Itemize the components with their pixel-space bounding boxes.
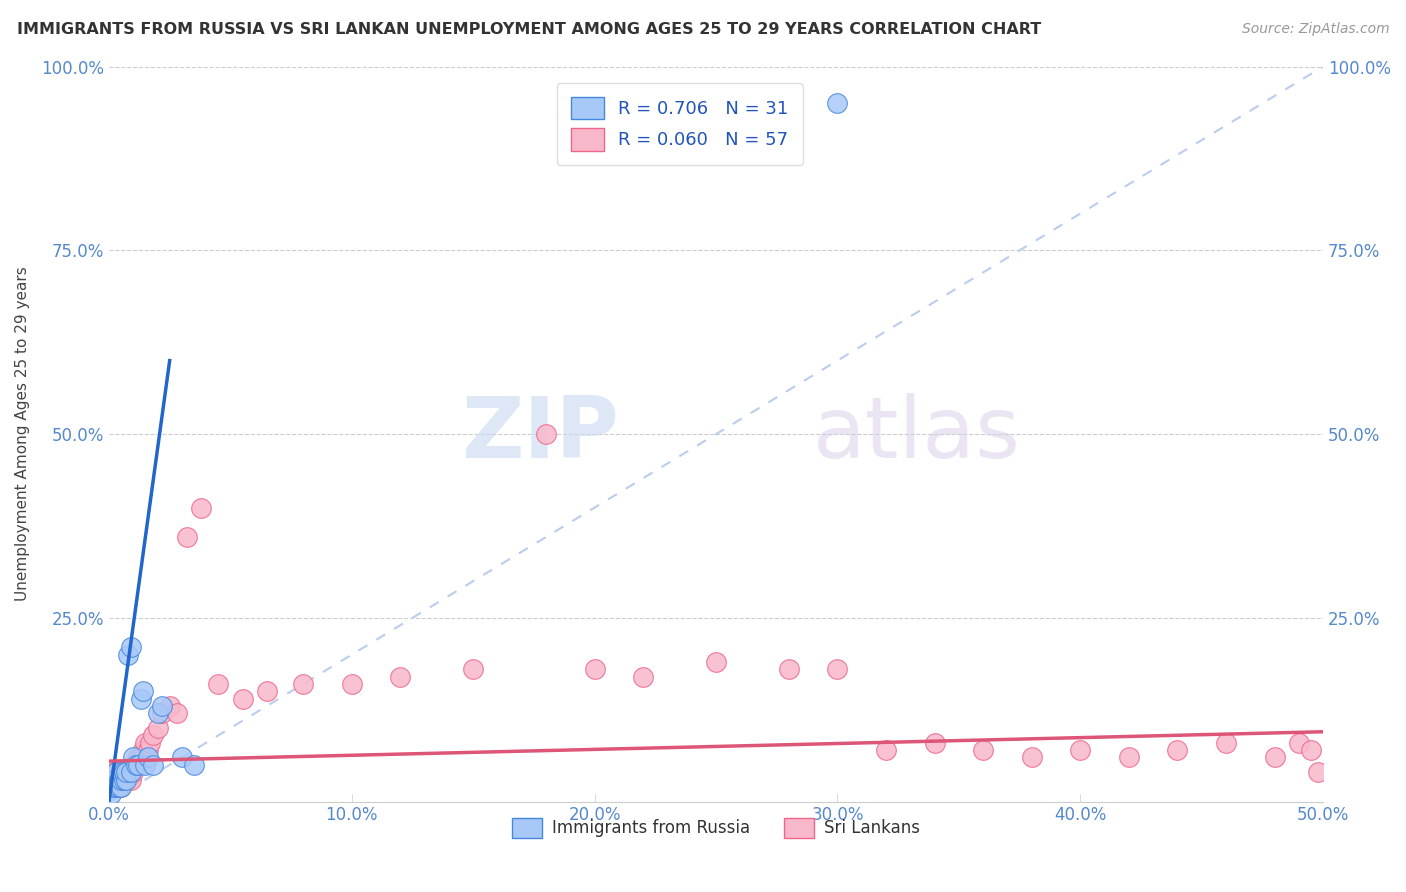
Point	[534, 427, 557, 442]
Point	[136, 750, 159, 764]
Point	[112, 772, 135, 787]
Point	[107, 780, 129, 794]
Point	[1299, 743, 1322, 757]
Point	[139, 736, 162, 750]
Point	[117, 772, 139, 787]
Point	[115, 765, 138, 780]
Point	[924, 736, 946, 750]
Point	[122, 765, 145, 780]
Point	[107, 780, 129, 794]
Point	[190, 500, 212, 515]
Point	[115, 765, 138, 780]
Point	[122, 750, 145, 764]
Point	[110, 780, 132, 794]
Point	[117, 648, 139, 662]
Point	[972, 743, 994, 757]
Point	[1069, 743, 1091, 757]
Point	[122, 757, 145, 772]
Point	[142, 728, 165, 742]
Point	[103, 765, 125, 780]
Point	[127, 750, 149, 764]
Point	[389, 670, 412, 684]
Point	[112, 765, 135, 780]
Point	[159, 699, 181, 714]
Point	[110, 780, 132, 794]
Point	[292, 677, 315, 691]
Point	[827, 96, 849, 111]
Text: Source: ZipAtlas.com: Source: ZipAtlas.com	[1241, 22, 1389, 37]
Point	[256, 684, 278, 698]
Y-axis label: Unemployment Among Ages 25 to 29 years: Unemployment Among Ages 25 to 29 years	[15, 267, 30, 601]
Point	[340, 677, 363, 691]
Point	[120, 640, 142, 655]
Text: ZIP: ZIP	[461, 392, 619, 475]
Point	[120, 765, 142, 780]
Point	[103, 772, 125, 787]
Point	[105, 772, 128, 787]
Text: atlas: atlas	[813, 392, 1021, 475]
Point	[112, 765, 135, 780]
Point	[875, 743, 897, 757]
Point	[134, 757, 156, 772]
Point	[110, 772, 132, 787]
Point	[1264, 750, 1286, 764]
Point	[125, 757, 148, 772]
Point	[129, 691, 152, 706]
Point	[105, 780, 128, 794]
Point	[132, 684, 155, 698]
Point	[110, 772, 132, 787]
Point	[132, 743, 155, 757]
Point	[1021, 750, 1043, 764]
Point	[827, 662, 849, 676]
Point	[704, 655, 727, 669]
Point	[127, 757, 149, 772]
Point	[105, 780, 128, 794]
Point	[146, 706, 169, 721]
Point	[120, 772, 142, 787]
Point	[152, 699, 174, 714]
Point	[115, 772, 138, 787]
Point	[107, 772, 129, 787]
Point	[115, 772, 138, 787]
Point	[231, 691, 253, 706]
Point	[103, 780, 125, 794]
Point	[110, 765, 132, 780]
Point	[183, 757, 205, 772]
Point	[778, 662, 800, 676]
Point	[1166, 743, 1188, 757]
Point	[103, 780, 125, 794]
Point	[112, 772, 135, 787]
Point	[136, 743, 159, 757]
Point	[207, 677, 229, 691]
Point	[583, 662, 606, 676]
Point	[170, 750, 193, 764]
Point	[1215, 736, 1237, 750]
Legend: Immigrants from Russia, Sri Lankans: Immigrants from Russia, Sri Lankans	[506, 811, 927, 845]
Point	[100, 772, 122, 787]
Point	[146, 721, 169, 735]
Point	[129, 750, 152, 764]
Point	[107, 772, 129, 787]
Point	[1308, 765, 1330, 780]
Text: IMMIGRANTS FROM RUSSIA VS SRI LANKAN UNEMPLOYMENT AMONG AGES 25 TO 29 YEARS CORR: IMMIGRANTS FROM RUSSIA VS SRI LANKAN UNE…	[17, 22, 1040, 37]
Point	[125, 757, 148, 772]
Point	[152, 706, 174, 721]
Point	[117, 765, 139, 780]
Point	[100, 787, 122, 801]
Point	[142, 757, 165, 772]
Point	[176, 530, 198, 544]
Point	[631, 670, 654, 684]
Point	[105, 772, 128, 787]
Point	[134, 736, 156, 750]
Point	[166, 706, 188, 721]
Point	[1288, 736, 1310, 750]
Point	[463, 662, 485, 676]
Point	[1118, 750, 1140, 764]
Point	[105, 765, 128, 780]
